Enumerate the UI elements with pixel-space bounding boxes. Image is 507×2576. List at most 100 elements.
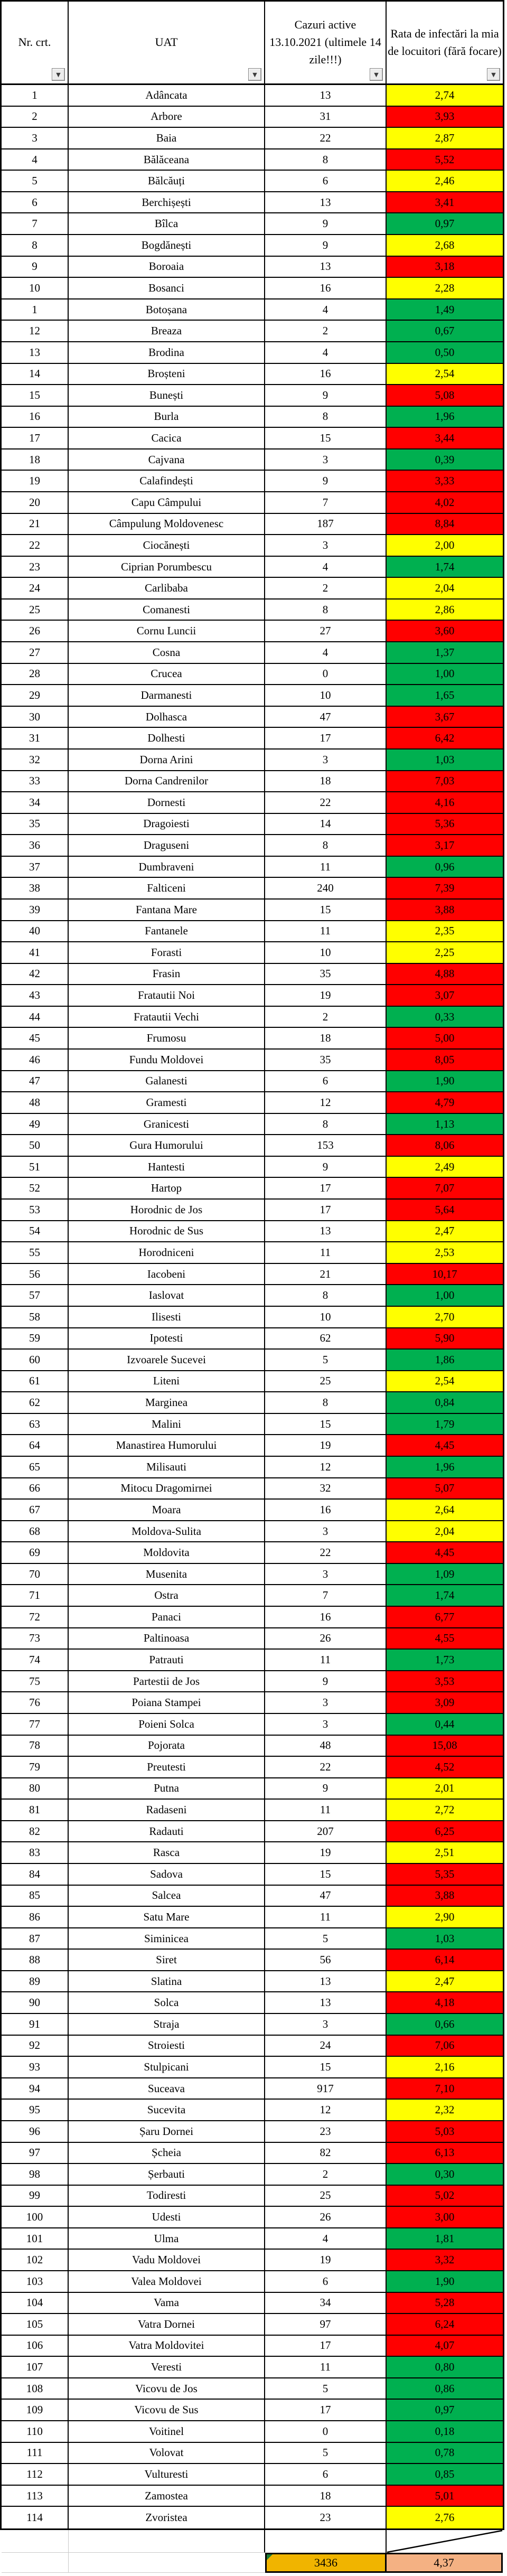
infection-rate-cell[interactable]: 0,97 [387,2400,503,2421]
row-number-cell[interactable]: 94 [2,2078,69,2099]
uat-name-cell[interactable]: Câmpulung Moldovenesc [69,513,265,535]
row-number-cell[interactable]: 110 [2,2421,69,2442]
uat-name-cell[interactable]: Partestii de Jos [69,1671,265,1692]
infection-rate-cell[interactable]: 2,64 [387,1500,503,1520]
active-cases-cell[interactable]: 16 [265,1500,387,1520]
infection-rate-cell[interactable]: 0,84 [387,1392,503,1413]
active-cases-cell[interactable]: 17 [265,2400,387,2421]
uat-name-cell[interactable]: Dumbraveni [69,856,265,877]
active-cases-cell[interactable]: 5 [265,2378,387,2399]
infection-rate-cell[interactable]: 3,93 [387,106,503,127]
filter-dropdown-button-uat[interactable]: ▼ [248,68,261,81]
infection-rate-cell[interactable]: 3,33 [387,471,503,491]
active-cases-cell[interactable]: 26 [265,2207,387,2227]
row-number-cell[interactable]: 51 [2,1156,69,1177]
row-number-cell[interactable]: 56 [2,1263,69,1285]
uat-name-cell[interactable]: Izvoarele Sucevei [69,1350,265,1370]
active-cases-cell[interactable]: 11 [265,1242,387,1263]
uat-name-cell[interactable]: Botoșana [69,299,265,320]
uat-name-cell[interactable]: Gramesti [69,1092,265,1113]
row-number-cell[interactable]: 86 [2,1907,69,1927]
uat-name-cell[interactable]: Volovat [69,2442,265,2463]
row-number-cell[interactable]: 1 [2,85,69,106]
empty-cell[interactable] [2,2530,69,2553]
infection-rate-cell[interactable]: 6,77 [387,1607,503,1627]
infection-rate-cell[interactable]: 0,18 [387,2421,503,2442]
active-cases-cell[interactable]: 7 [265,492,387,513]
active-cases-cell[interactable]: 11 [265,1907,387,1927]
uat-name-cell[interactable]: Dolhesti [69,728,265,748]
active-cases-cell[interactable]: 9 [265,235,387,256]
infection-rate-cell[interactable]: 2,53 [387,1242,503,1263]
infection-rate-cell[interactable]: 1,13 [387,1113,503,1135]
active-cases-cell[interactable]: 3 [265,1521,387,1542]
row-number-cell[interactable]: 8 [2,235,69,256]
infection-rate-cell[interactable]: 2,86 [387,599,503,620]
infection-rate-cell[interactable]: 2,76 [387,2507,503,2528]
uat-name-cell[interactable]: Cacica [69,428,265,448]
infection-rate-cell[interactable]: 2,49 [387,1156,503,1177]
total-rate-cell[interactable]: 4,37 [387,2552,503,2573]
uat-name-cell[interactable]: Preutesti [69,1757,265,1777]
uat-name-cell[interactable]: Arbore [69,106,265,127]
active-cases-cell[interactable]: 11 [265,921,387,942]
row-number-cell[interactable]: 109 [2,2400,69,2421]
row-number-cell[interactable]: 46 [2,1050,69,1070]
infection-rate-cell[interactable]: 3,09 [387,1692,503,1713]
row-number-cell[interactable]: 20 [2,492,69,513]
uat-name-cell[interactable]: Fratautii Vechi [69,1006,265,1027]
uat-name-cell[interactable]: Bunești [69,385,265,406]
uat-name-cell[interactable]: Vadu Moldovei [69,2250,265,2270]
active-cases-cell[interactable]: 10 [265,942,387,963]
filter-dropdown-button-cazuri[interactable]: ▼ [370,68,383,81]
infection-rate-cell[interactable]: 1,86 [387,1350,503,1370]
row-number-cell[interactable]: 72 [2,1607,69,1627]
row-number-cell[interactable]: 36 [2,835,69,856]
uat-name-cell[interactable]: Fundu Moldovei [69,1050,265,1070]
infection-rate-cell[interactable]: 3,17 [387,835,503,856]
uat-name-cell[interactable]: Dornesti [69,792,265,813]
infection-rate-cell[interactable]: 7,06 [387,2035,503,2056]
uat-name-cell[interactable]: Siret [69,1950,265,1970]
active-cases-cell[interactable]: 3 [265,749,387,770]
row-number-cell[interactable]: 7 [2,213,69,235]
active-cases-cell[interactable]: 11 [265,2357,387,2377]
active-cases-cell[interactable]: 4 [265,2228,387,2249]
uat-name-cell[interactable]: Paltinoasa [69,1628,265,1649]
infection-rate-cell[interactable]: 2,90 [387,1907,503,1927]
row-number-cell[interactable]: 52 [2,1178,69,1199]
infection-rate-cell[interactable]: 0,80 [387,2357,503,2377]
active-cases-cell[interactable]: 8 [265,406,387,427]
row-number-cell[interactable]: 62 [2,1392,69,1413]
active-cases-cell[interactable]: 8 [265,1113,387,1135]
uat-name-cell[interactable]: Bosanci [69,278,265,298]
uat-name-cell[interactable]: Moara [69,1500,265,1520]
total-cases-cell[interactable]: 3436 [265,2552,387,2573]
row-number-cell[interactable]: 114 [2,2507,69,2528]
active-cases-cell[interactable]: 9 [265,1778,387,1799]
uat-name-cell[interactable]: Horodniceni [69,1242,265,1263]
uat-name-cell[interactable]: Vicovu de Sus [69,2400,265,2421]
infection-rate-cell[interactable]: 1,81 [387,2228,503,2249]
row-number-cell[interactable]: 28 [2,663,69,685]
infection-rate-cell[interactable]: 5,00 [387,1028,503,1049]
infection-rate-cell[interactable]: 8,05 [387,1050,503,1070]
uat-name-cell[interactable]: Pojorata [69,1735,265,1756]
uat-name-cell[interactable]: Carlibaba [69,578,265,598]
infection-rate-cell[interactable]: 8,06 [387,1135,503,1156]
row-number-cell[interactable]: 40 [2,921,69,942]
active-cases-cell[interactable]: 22 [265,792,387,813]
infection-rate-cell[interactable]: 4,55 [387,1628,503,1649]
row-number-cell[interactable]: 66 [2,1478,69,1499]
active-cases-cell[interactable]: 11 [265,1800,387,1820]
row-number-cell[interactable]: 35 [2,813,69,835]
uat-name-cell[interactable]: Fratautii Noi [69,985,265,1006]
active-cases-cell[interactable]: 15 [265,428,387,448]
uat-name-cell[interactable]: Breaza [69,321,265,341]
row-number-cell[interactable]: 105 [2,2314,69,2335]
active-cases-cell[interactable]: 13 [265,256,387,277]
infection-rate-cell[interactable]: 6,25 [387,1821,503,1842]
row-number-cell[interactable]: 5 [2,171,69,191]
infection-rate-cell[interactable]: 2,01 [387,1778,503,1799]
active-cases-cell[interactable]: 18 [265,1028,387,1049]
